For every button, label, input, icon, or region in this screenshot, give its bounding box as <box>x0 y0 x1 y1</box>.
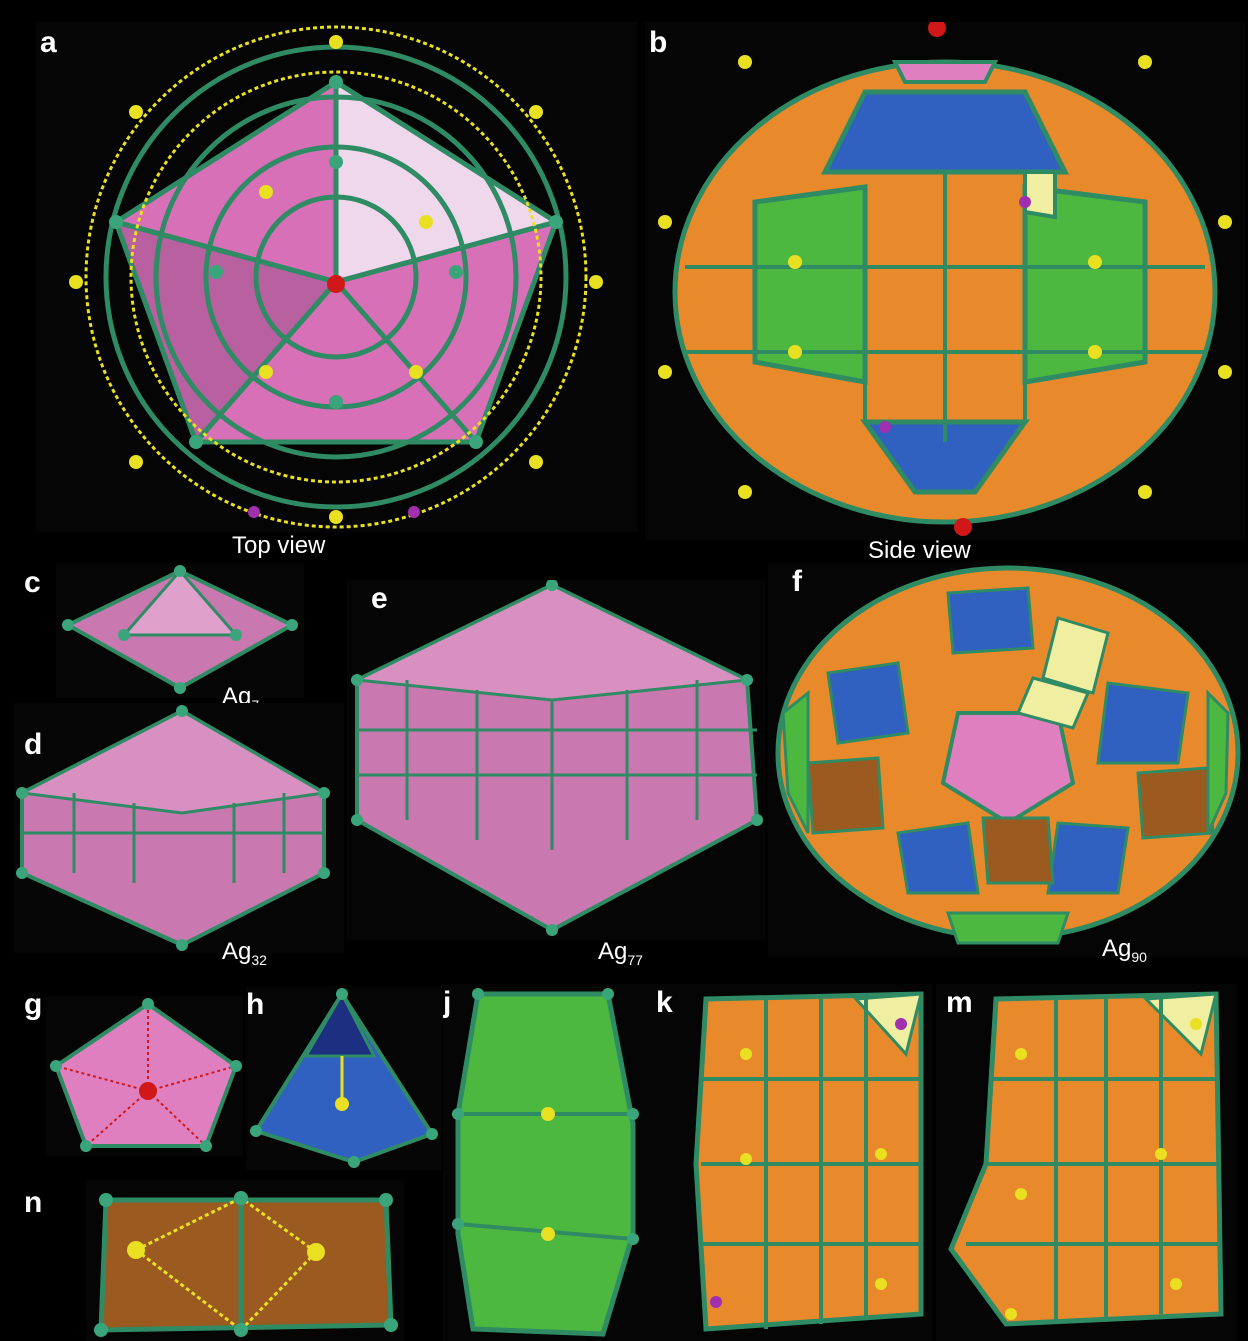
panel-label-f: f <box>792 565 802 598</box>
panel-n <box>86 1180 404 1341</box>
ag90-polyhedron <box>775 565 1241 945</box>
formula-ag77-sub: 77 <box>627 951 643 968</box>
panel-label-n: n <box>24 1186 43 1219</box>
panel-g <box>46 996 243 1156</box>
panel-f: f <box>768 563 1248 958</box>
panel-label-m: m <box>946 986 973 1019</box>
panel-label-d: d <box>24 728 43 761</box>
formula-ag90: Ag90 <box>1102 935 1147 965</box>
panel-a: a <box>36 22 638 532</box>
panel-h: h <box>246 986 442 1170</box>
panel-label-g: g <box>24 988 43 1021</box>
panel-m: m <box>936 984 1238 1341</box>
ag-cluster-side-view <box>658 22 1232 536</box>
grid-unit-m <box>948 991 1224 1327</box>
panel-j: j <box>443 984 656 1341</box>
formula-ag32: Ag32 <box>222 938 267 968</box>
triangle-unit <box>250 988 438 1168</box>
panel-b: b <box>645 22 1245 540</box>
panel-label-a: a <box>40 26 57 59</box>
panel-label-b: b <box>649 26 668 59</box>
caption-top-view: Top view <box>232 532 326 559</box>
pentagon-unit <box>50 998 242 1152</box>
grid-unit-k <box>693 991 924 1332</box>
panel-e: e <box>347 580 765 940</box>
formula-ag77: Ag77 <box>598 938 643 968</box>
panel-label-h: h <box>246 988 265 1021</box>
panel-d <box>14 703 344 953</box>
formula-ag77-base: Ag <box>598 938 628 965</box>
panel-label-j: j <box>443 986 452 1019</box>
panel-label-e: e <box>371 582 388 615</box>
ag-cluster-top-view <box>69 25 603 529</box>
ag7-polyhedron <box>62 565 298 694</box>
rectangle-unit <box>452 988 639 1337</box>
formula-ag90-base: Ag <box>1102 935 1132 962</box>
formula-ag32-sub: 32 <box>251 951 267 968</box>
caption-side-view: Side view <box>868 537 971 564</box>
ag77-polyhedron <box>351 580 763 936</box>
panel-label-c-outer: c <box>24 566 41 599</box>
formula-ag90-sub: 90 <box>1131 948 1147 965</box>
panel-c: c <box>56 563 304 698</box>
panel-label-k: k <box>656 986 673 1019</box>
ag32-polyhedron <box>16 705 330 951</box>
double-square-unit <box>94 1191 398 1337</box>
panel-k: k <box>656 984 932 1341</box>
formula-ag32-base: Ag <box>222 938 252 965</box>
